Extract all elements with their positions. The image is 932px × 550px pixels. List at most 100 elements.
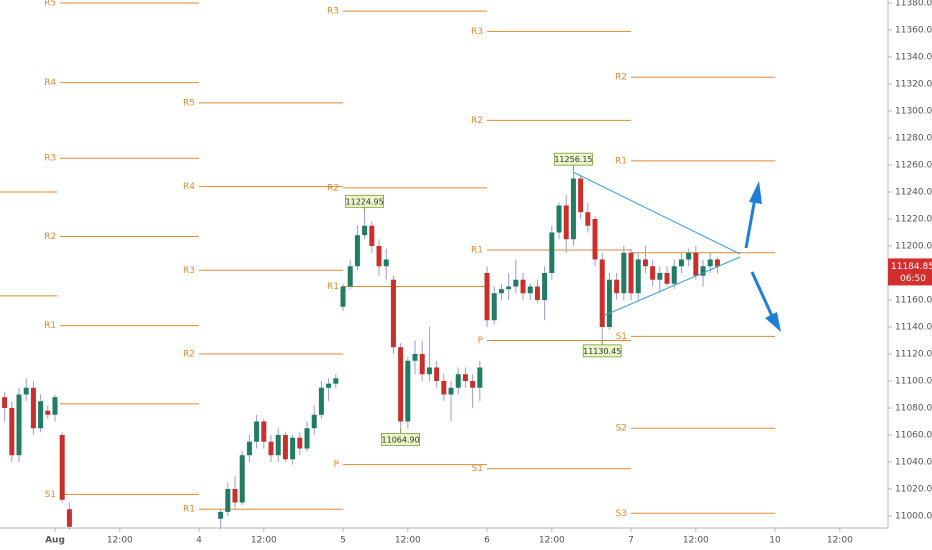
candle-body — [45, 410, 51, 415]
candle-body — [448, 387, 454, 395]
candle-body — [369, 225, 375, 246]
pivot-label: R1 — [471, 246, 483, 256]
y-tick-label: 11220.00 — [895, 214, 932, 224]
candle-body — [254, 421, 260, 442]
y-tick-label: 11060.00 — [895, 430, 932, 440]
x-tick-label: 12:00 — [827, 536, 853, 546]
annotation-box — [554, 152, 593, 166]
x-tick-label: 12:00 — [539, 536, 565, 546]
candle-body — [290, 437, 296, 460]
candle-body — [671, 266, 677, 284]
pivot-label: R2 — [615, 73, 627, 83]
candle-body — [268, 441, 274, 456]
candle-body — [232, 488, 238, 503]
pivot-label: R2 — [183, 349, 195, 359]
candle-body — [383, 259, 389, 267]
candle-body — [556, 205, 562, 233]
y-tick-label: 11360.00 — [895, 25, 932, 35]
candle-body — [412, 353, 418, 361]
y-tick-label: 11240.00 — [895, 187, 932, 197]
candle-body — [225, 488, 231, 512]
y-tick-label: 11380.00 — [895, 0, 932, 8]
candle-body — [246, 441, 252, 456]
candle-body — [534, 286, 540, 300]
pivot-label: R3 — [183, 266, 195, 276]
candle-body — [405, 360, 411, 422]
candle-body — [23, 387, 29, 395]
candle-body — [347, 266, 353, 287]
triangle-upper — [572, 171, 741, 255]
candle-body — [578, 178, 584, 213]
pivot-label: P — [334, 460, 340, 470]
y-tick-label: 11280.00 — [895, 133, 932, 143]
y-tick-label: 11320.00 — [895, 79, 932, 89]
y-tick-label: 11020.00 — [895, 484, 932, 494]
candle-body — [275, 434, 281, 456]
axes: 11000.00 11020.00 11040.00 11060.00 11080.00… — [45, 0, 932, 546]
annotations: 11224.95 11064.90 11256.15 11130.45 — [345, 152, 622, 446]
x-tick-label: 12:00 — [395, 536, 421, 546]
pivot-label: P — [478, 336, 484, 346]
annotation-label: 11224.95 — [346, 197, 384, 206]
pivot-lines: R5 R4 R3 R2 R1 S1 R5 R4 R3 R2 R1 R3 R2 R1 P R3 R2 R1 P S1 R2… — [0, 0, 776, 519]
candle-body — [333, 378, 339, 384]
candle-body — [419, 353, 425, 375]
pivot-label: R2 — [471, 116, 483, 126]
candle-body — [614, 279, 620, 294]
candle-body — [628, 252, 634, 294]
candle-body — [434, 367, 440, 381]
pivot-label: R1 — [44, 321, 56, 331]
pivot-label: R4 — [183, 182, 195, 192]
pivot-label: S1 — [472, 464, 483, 474]
candle-body — [477, 367, 483, 388]
pivot-label: R1 — [327, 282, 339, 292]
candle-body — [592, 218, 598, 260]
pivot-label: R3 — [327, 7, 339, 17]
annotation-box — [345, 194, 385, 208]
pivot-label: R1 — [183, 505, 195, 515]
candle-body — [376, 245, 382, 267]
arrow-up — [744, 181, 762, 249]
y-tick-label: 11120.00 — [895, 349, 932, 359]
candle-body — [563, 205, 569, 240]
pivot-label: R3 — [471, 27, 483, 37]
candle-body — [239, 455, 245, 503]
candle-body — [599, 259, 605, 327]
candle-body — [66, 509, 72, 527]
candle-body — [506, 286, 512, 290]
candle-body — [426, 367, 432, 375]
candle-body — [700, 266, 706, 276]
x-tick-label: 5 — [340, 536, 346, 546]
arrow-down — [750, 271, 781, 332]
pivot-label: S3 — [616, 509, 627, 519]
y-tick-label: 11160.00 — [895, 295, 932, 305]
y-tick-label: 11300.00 — [895, 106, 932, 116]
y-tick-label: 11340.00 — [895, 52, 932, 62]
candle-body — [585, 212, 591, 226]
candle-body — [498, 289, 504, 294]
x-tick-label: 12:00 — [107, 536, 133, 546]
candle-body — [527, 286, 533, 294]
annotation-label: 11256.15 — [554, 155, 592, 164]
y-tick-label: 11000.00 — [895, 511, 932, 521]
candle-body — [513, 279, 519, 287]
candle-body — [542, 272, 548, 300]
candle-body — [398, 347, 404, 422]
pivot-label: R2 — [44, 232, 56, 242]
x-tick-label: 10 — [769, 536, 781, 546]
y-tick-label: 11100.00 — [895, 376, 932, 386]
x-tick-label: 6 — [484, 536, 490, 546]
candle-body — [650, 266, 656, 280]
candle-body — [462, 374, 468, 381]
annotation-label: 11064.90 — [382, 435, 420, 444]
x-tick-label: 4 — [196, 536, 202, 546]
candle-body — [362, 225, 368, 236]
candle-body — [326, 383, 332, 388]
pivot-label: R3 — [44, 154, 56, 164]
candle-body — [218, 511, 224, 519]
candle-body — [714, 259, 720, 267]
candle-body — [642, 259, 648, 267]
last-price-label: 11184.85 — [891, 262, 932, 272]
candle-body — [441, 380, 447, 395]
